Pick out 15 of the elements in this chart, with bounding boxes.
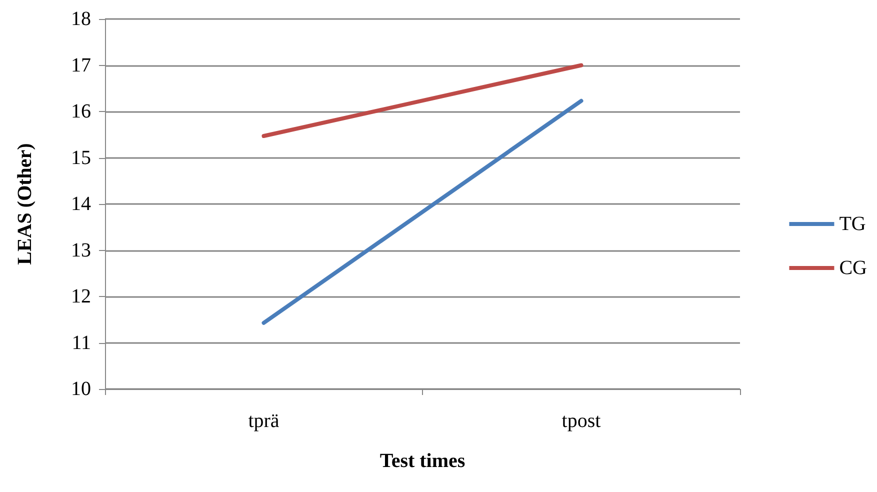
y-tick-label: 18: [71, 8, 91, 30]
y-tick-label: 13: [71, 239, 91, 262]
x-axis-title: Test times: [380, 450, 466, 472]
y-tick-label: 16: [71, 100, 91, 122]
x-tick-label: tprä: [248, 410, 280, 432]
y-axis-title: LEAS (Other): [14, 143, 36, 265]
y-tick-label: 10: [71, 378, 91, 400]
y-tick-label: 11: [72, 332, 91, 354]
y-tick-label: 12: [71, 286, 91, 308]
legend-label: CG: [839, 257, 868, 279]
y-tick-label: 15: [71, 146, 91, 169]
x-tick-label: tpost: [562, 410, 602, 432]
legend-label: TG: [839, 213, 866, 235]
y-tick-label: 14: [71, 193, 91, 215]
y-tick-label: 17: [71, 54, 91, 76]
